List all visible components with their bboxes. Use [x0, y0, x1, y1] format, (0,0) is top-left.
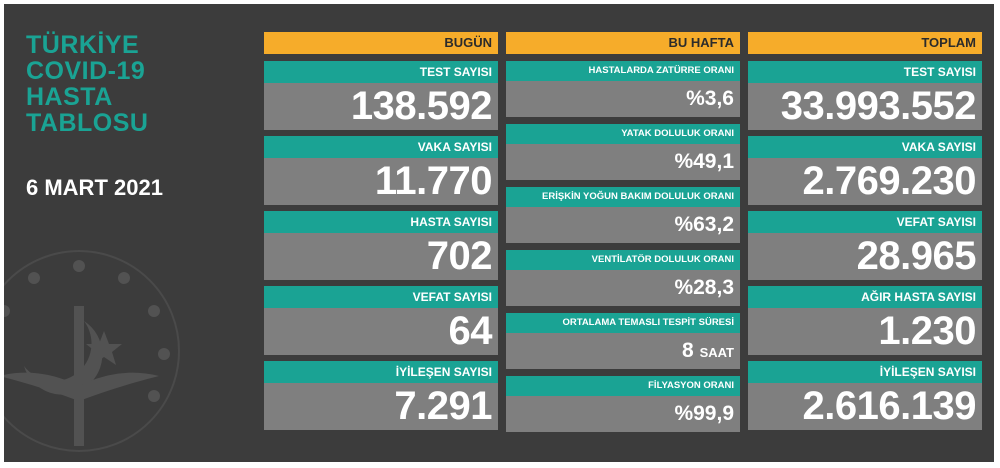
stat-value: 28.965: [748, 233, 982, 280]
stat-value: 2.616.139: [748, 383, 982, 430]
title-line: COVID-19: [26, 57, 146, 85]
total-header: TOPLAM: [748, 32, 982, 54]
today-recovered-card: İYİLEŞEN SAYISI 7.291: [264, 361, 498, 430]
stat-label: AĞIR HASTA SAYISI: [748, 286, 982, 308]
stat-label: ORTALAMA TEMASLI TESPİT SÜRESİ: [506, 313, 740, 333]
stat-unit: SAAT: [699, 345, 734, 360]
week-bed-occupancy-card: YATAK DOLULUK ORANI %49,1: [506, 124, 740, 180]
stat-value: 1.230: [748, 308, 982, 355]
week-filiation-card: FİLYASYON ORANI %99,9: [506, 376, 740, 432]
ministry-emblem-icon: [4, 250, 180, 452]
stat-value: 702: [264, 233, 498, 280]
stat-label: HASTA SAYISI: [264, 211, 498, 233]
week-pneumonia-card: HASTALARDA ZATÜRRE ORANI %3,6: [506, 61, 740, 117]
week-column: BU HAFTA HASTALARDA ZATÜRRE ORANI %3,6 Y…: [506, 32, 740, 432]
stat-value: %49,1: [506, 144, 740, 180]
total-severe-card: AĞIR HASTA SAYISI 1.230: [748, 286, 982, 355]
stat-value: %99,9: [506, 396, 740, 432]
week-contact-time-card: ORTALAMA TEMASLI TESPİT SÜRESİ 8 SAAT: [506, 313, 740, 369]
stat-label: ERİŞKİN YOĞUN BAKIM DOLULUK ORANI: [506, 187, 740, 207]
stat-label: TEST SAYISI: [748, 61, 982, 83]
today-column: BUGÜN TEST SAYISI 138.592 VAKA SAYISI 11…: [264, 32, 498, 430]
today-patient-card: HASTA SAYISI 702: [264, 211, 498, 280]
stat-value: 11.770: [264, 158, 498, 205]
covid-table-board: TÜRKİYE COVID-19 HASTA TABLOSU 6 MART 20…: [4, 4, 994, 462]
stat-value-number: 8: [682, 339, 694, 362]
stat-label: HASTALARDA ZATÜRRE ORANI: [506, 61, 740, 81]
total-case-card: VAKA SAYISI 2.769.230: [748, 136, 982, 205]
today-death-card: VEFAT SAYISI 64: [264, 286, 498, 355]
total-death-card: VEFAT SAYISI 28.965: [748, 211, 982, 280]
week-icu-occupancy-card: ERİŞKİN YOĞUN BAKIM DOLULUK ORANI %63,2: [506, 187, 740, 243]
stat-label: VEFAT SAYISI: [264, 286, 498, 308]
stat-value: 138.592: [264, 83, 498, 130]
stat-value: %63,2: [506, 207, 740, 243]
stat-label: VAKA SAYISI: [748, 136, 982, 158]
week-ventilator-card: VENTİLATÖR DOLULUK ORANI %28,3: [506, 250, 740, 306]
title-line: HASTA: [26, 83, 113, 111]
stat-label: YATAK DOLULUK ORANI: [506, 124, 740, 144]
stat-label: İYİLEŞEN SAYISI: [748, 361, 982, 383]
stat-label: FİLYASYON ORANI: [506, 376, 740, 396]
today-header: BUGÜN: [264, 32, 498, 54]
stat-label: TEST SAYISI: [264, 61, 498, 83]
total-test-card: TEST SAYISI 33.993.552: [748, 61, 982, 130]
today-case-card: VAKA SAYISI 11.770: [264, 136, 498, 205]
stat-value: 8 SAAT: [506, 333, 740, 369]
stat-label: VENTİLATÖR DOLULUK ORANI: [506, 250, 740, 270]
total-column: TOPLAM TEST SAYISI 33.993.552 VAKA SAYIS…: [748, 32, 982, 430]
stat-label: VEFAT SAYISI: [748, 211, 982, 233]
stat-value: %3,6: [506, 81, 740, 117]
total-recovered-card: İYİLEŞEN SAYISI 2.616.139: [748, 361, 982, 430]
page-title: TÜRKİYE COVID-19 HASTA TABLOSU: [26, 32, 148, 136]
title-line: TABLOSU: [26, 109, 149, 137]
stat-value: 64: [264, 308, 498, 355]
report-date: 6 MART 2021: [26, 175, 163, 200]
stat-value: %28,3: [506, 270, 740, 306]
stat-value: 7.291: [264, 383, 498, 430]
week-header: BU HAFTA: [506, 32, 740, 54]
today-test-card: TEST SAYISI 138.592: [264, 61, 498, 130]
title-line: TÜRKİYE: [26, 31, 140, 59]
stat-label: VAKA SAYISI: [264, 136, 498, 158]
stat-label: İYİLEŞEN SAYISI: [264, 361, 498, 383]
stat-value: 33.993.552: [748, 83, 982, 130]
stat-value: 2.769.230: [748, 158, 982, 205]
